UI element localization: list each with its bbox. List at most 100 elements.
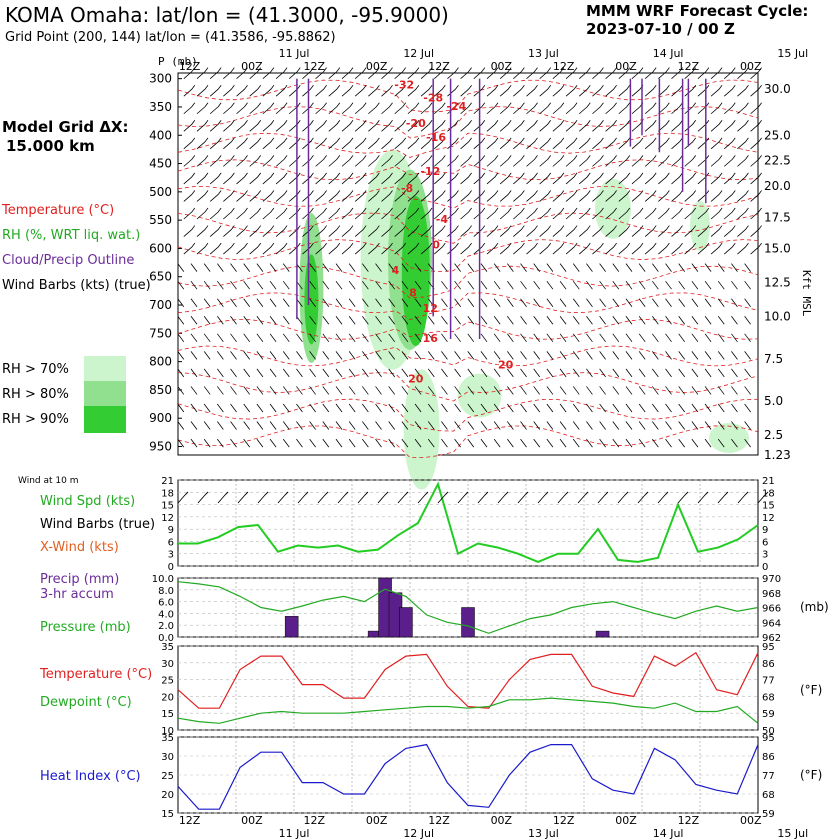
wind-barb [414, 421, 422, 430]
wind-barb [665, 333, 672, 343]
wind-barb [618, 102, 631, 115]
wind-barb [381, 155, 393, 167]
wind-barb [473, 190, 486, 202]
wind-barb [223, 67, 235, 79]
wind-ytick-left: 18 [161, 488, 174, 499]
wind-barb [473, 67, 486, 79]
wind-barb [328, 155, 341, 167]
wind-barb [499, 137, 512, 150]
wind-barb [599, 386, 606, 395]
wind-barb [520, 263, 527, 272]
wind-barb [394, 67, 407, 79]
wind-barb [354, 190, 367, 202]
wind-barb [209, 102, 222, 115]
time-label-top: 12Z [553, 60, 575, 73]
wind-barb [586, 421, 593, 430]
wind-barb [665, 421, 672, 430]
rh-shade [709, 423, 749, 454]
surface-wind-barb [477, 491, 489, 504]
wind-barb [513, 172, 525, 185]
wind-barb [433, 225, 446, 237]
wind-barb [559, 386, 567, 395]
wind-barb [552, 67, 565, 79]
temperature-label: -20 [406, 117, 426, 130]
wind-barb [441, 298, 448, 307]
wind-barb [447, 120, 459, 132]
wind-barb [612, 421, 620, 430]
wind-barb [618, 207, 631, 220]
wind-barb [190, 280, 198, 290]
surface-wind-barb [537, 491, 549, 504]
wind-barb [433, 172, 446, 185]
wind-barb [467, 438, 475, 448]
wind-barb [433, 137, 446, 150]
wind-barb [394, 242, 407, 255]
temperature-label: 20 [408, 373, 424, 386]
wind-barb [288, 155, 301, 167]
surface-wind-barb [717, 491, 729, 504]
heat-f-ytick: 59 [762, 809, 775, 820]
wind-barb [335, 316, 343, 325]
wind-barb [671, 225, 683, 237]
precip-ytick: 0.0 [158, 633, 174, 644]
wind-barb [282, 298, 290, 307]
wind-barb [605, 102, 617, 115]
height-tick: 1.23 [764, 448, 791, 462]
wind-barb [552, 137, 565, 150]
wind-barb [368, 84, 380, 97]
wind-barb [302, 190, 314, 202]
wind-barb [414, 351, 422, 360]
grid-point-subtitle: Grid Point (200, 144) lat/lon = (41.3586… [5, 30, 336, 45]
wind-barb [723, 172, 736, 185]
temperature-contour [177, 212, 759, 244]
wind-barb [209, 120, 222, 132]
wind-barb [744, 368, 751, 378]
wind-barb [578, 120, 591, 132]
wind-barb [710, 155, 723, 167]
wind-barb [315, 137, 327, 150]
wind-barb [341, 207, 354, 220]
wind-barb [572, 280, 580, 290]
wind-barb [407, 225, 420, 237]
wind-barb [592, 84, 604, 97]
wind-barb [460, 225, 472, 237]
wind-barb [493, 421, 501, 430]
wind-barb [236, 67, 248, 79]
wind-barb [546, 333, 554, 343]
wind-barb [394, 155, 407, 167]
surface-wind-barb [737, 491, 749, 504]
wind-barb [223, 225, 235, 237]
wind-barb [223, 242, 235, 255]
wind-barb [533, 421, 541, 430]
wind-barb [723, 207, 736, 220]
wind-barb [230, 316, 237, 325]
wind-barb [282, 438, 290, 448]
wind-barb [486, 84, 499, 97]
wind-barb [381, 67, 393, 79]
wind-barb [599, 403, 606, 413]
pressure-axis-label: P (mb) [158, 55, 198, 68]
wind-barb [631, 190, 644, 202]
wind-barb [717, 368, 725, 378]
wind-barb [546, 316, 554, 325]
wind-barb [302, 102, 314, 115]
wind-barb [731, 351, 738, 360]
wind-barb [381, 207, 393, 220]
wind-barb [644, 172, 657, 185]
wind-barb [697, 155, 710, 167]
wind-barb [230, 403, 237, 413]
wind-barb [223, 120, 235, 132]
wind-barb [368, 102, 380, 115]
wind-barb [731, 421, 738, 430]
wind-barb [486, 207, 499, 220]
wind-barb [249, 102, 262, 115]
wind-barb [499, 155, 512, 167]
wind-barb [381, 225, 393, 237]
wind-barb [209, 84, 222, 97]
wind-barb [744, 438, 751, 448]
wind-barb [565, 242, 578, 255]
wind-barb [256, 298, 264, 307]
wind-barb [354, 102, 367, 115]
wind-barb [282, 403, 290, 413]
wind-barb [183, 207, 196, 220]
